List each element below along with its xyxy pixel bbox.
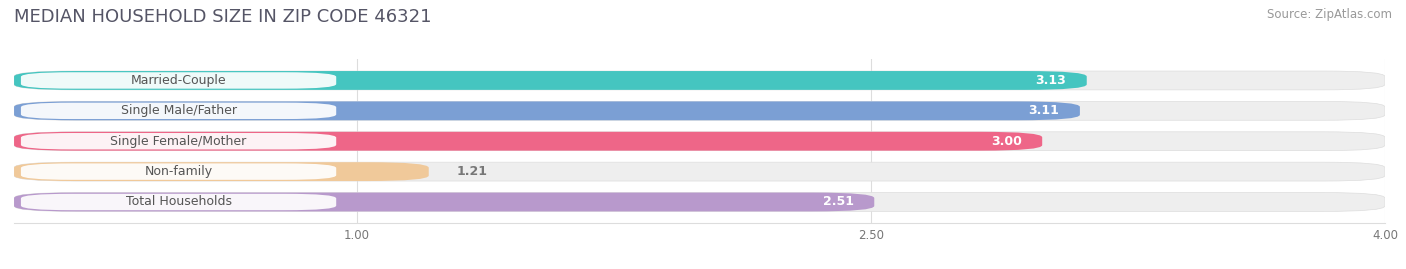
FancyBboxPatch shape bbox=[14, 71, 1385, 90]
FancyBboxPatch shape bbox=[14, 132, 1042, 151]
Text: Non-family: Non-family bbox=[145, 165, 212, 178]
Text: 3.11: 3.11 bbox=[1028, 104, 1059, 117]
FancyBboxPatch shape bbox=[14, 71, 1087, 90]
FancyBboxPatch shape bbox=[14, 132, 1385, 151]
Text: Source: ZipAtlas.com: Source: ZipAtlas.com bbox=[1267, 8, 1392, 21]
Text: MEDIAN HOUSEHOLD SIZE IN ZIP CODE 46321: MEDIAN HOUSEHOLD SIZE IN ZIP CODE 46321 bbox=[14, 8, 432, 26]
Text: 1.21: 1.21 bbox=[456, 165, 486, 178]
Text: Married-Couple: Married-Couple bbox=[131, 74, 226, 87]
Text: Total Households: Total Households bbox=[125, 196, 232, 208]
FancyBboxPatch shape bbox=[21, 163, 336, 180]
FancyBboxPatch shape bbox=[14, 193, 1385, 211]
FancyBboxPatch shape bbox=[21, 103, 336, 119]
Text: 3.00: 3.00 bbox=[991, 135, 1022, 148]
FancyBboxPatch shape bbox=[14, 101, 1080, 120]
FancyBboxPatch shape bbox=[14, 193, 875, 211]
Text: 2.51: 2.51 bbox=[823, 196, 853, 208]
FancyBboxPatch shape bbox=[21, 133, 336, 150]
FancyBboxPatch shape bbox=[21, 72, 336, 89]
Text: Single Male/Father: Single Male/Father bbox=[121, 104, 236, 117]
FancyBboxPatch shape bbox=[14, 162, 429, 181]
Text: 3.13: 3.13 bbox=[1035, 74, 1066, 87]
Text: Single Female/Mother: Single Female/Mother bbox=[111, 135, 246, 148]
FancyBboxPatch shape bbox=[14, 162, 1385, 181]
FancyBboxPatch shape bbox=[14, 101, 1385, 120]
FancyBboxPatch shape bbox=[21, 194, 336, 210]
